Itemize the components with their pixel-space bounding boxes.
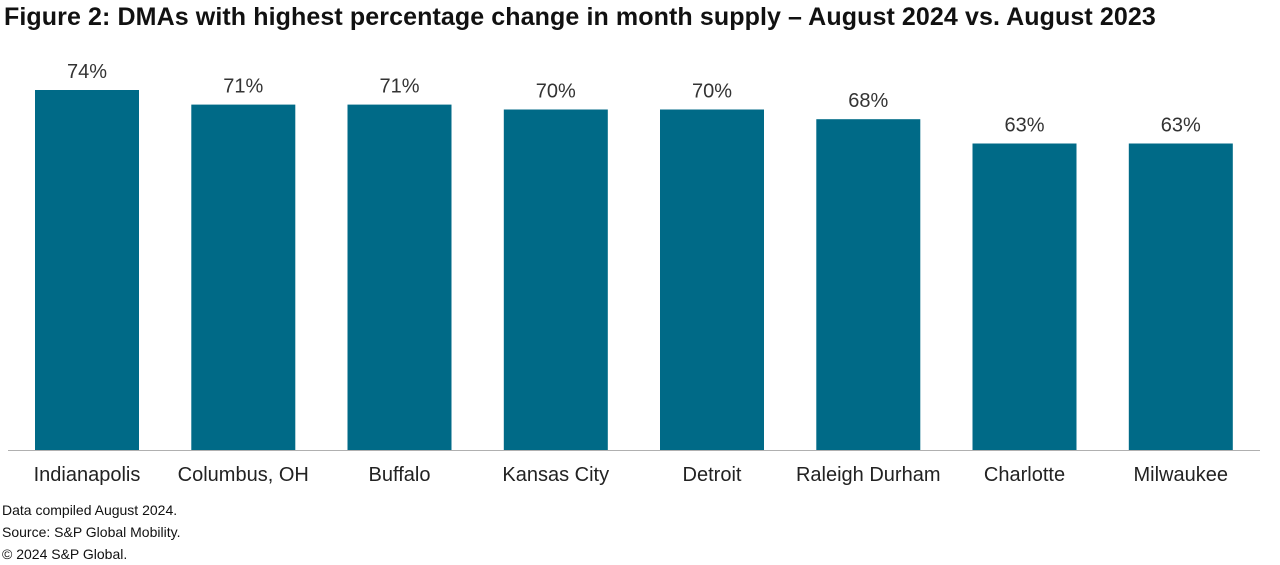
bar-milwaukee [1128, 143, 1233, 450]
value-label-raleigh-durham: 68% [848, 90, 888, 112]
bar-chart: 74% Indianapolis 71% Columbus, OH 71% Buffalo… [8, 61, 1260, 486]
bar-columbus-oh [191, 104, 296, 450]
bar-charlotte [972, 143, 1077, 450]
category-label-buffalo: Buffalo [369, 464, 431, 486]
bars-group [35, 90, 1233, 450]
value-label-columbus-oh: 71% [223, 76, 263, 98]
category-label-milwaukee: Milwaukee [1134, 464, 1228, 486]
category-label-charlotte: Charlotte [984, 464, 1065, 486]
bar-detroit [660, 109, 764, 450]
category-label-raleigh-durham: Raleigh Durham [796, 464, 941, 486]
copyright-note: © 2024 S&P Global. [2, 546, 128, 562]
bar-kansas-city [503, 109, 608, 450]
bar-indianapolis [35, 90, 139, 450]
footnotes: Data compiled August 2024. Source: S&P G… [2, 499, 180, 565]
category-label-indianapolis: Indianapolis [34, 464, 141, 486]
labels-group: 74% Indianapolis 71% Columbus, OH 71% Buffalo… [34, 61, 1228, 486]
bar-buffalo [347, 104, 452, 450]
value-label-indianapolis: 74% [67, 61, 107, 83]
category-label-kansas-city: Kansas City [502, 464, 609, 486]
category-label-columbus-oh: Columbus, OH [178, 464, 309, 486]
value-label-charlotte: 63% [1004, 115, 1044, 137]
value-label-milwaukee: 63% [1161, 115, 1201, 137]
chart-title: Figure 2: DMAs with highest percentage c… [4, 3, 1156, 31]
data-compiled-note: Data compiled August 2024. [2, 502, 178, 518]
value-label-buffalo: 71% [379, 76, 419, 98]
category-label-detroit: Detroit [683, 464, 742, 486]
value-label-detroit: 70% [692, 81, 732, 103]
value-label-kansas-city: 70% [536, 81, 576, 103]
bar-raleigh-durham [816, 119, 921, 450]
source-note: Source: S&P Global Mobility. [2, 524, 181, 540]
